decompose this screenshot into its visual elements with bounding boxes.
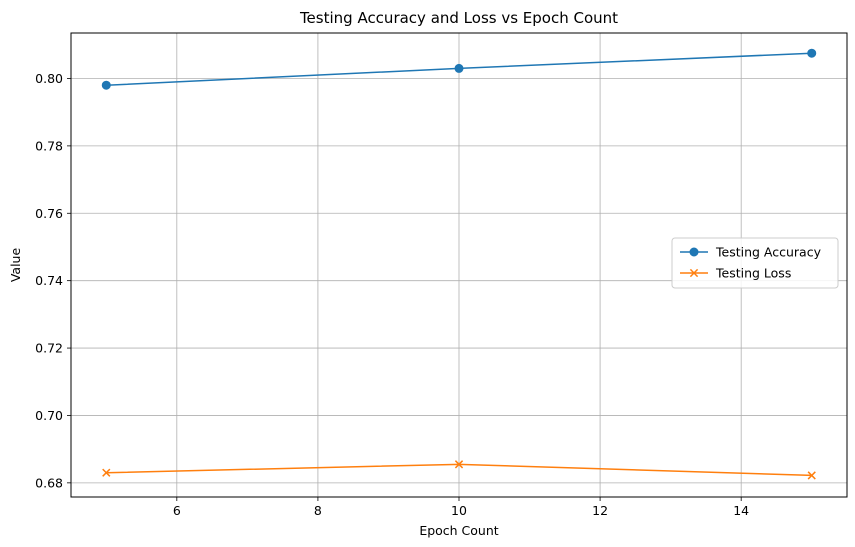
x-tick-label: 12 <box>592 503 608 518</box>
x-tick-label: 10 <box>451 503 467 518</box>
legend-label: Testing Loss <box>715 266 791 281</box>
x-marker-stroke <box>689 268 699 278</box>
x-marker-stroke <box>807 471 816 480</box>
testing-accuracy-point <box>454 63 464 73</box>
series-layer <box>101 48 817 480</box>
x-marker-stroke <box>454 460 464 469</box>
x-tick-label: 8 <box>314 503 322 518</box>
y-tick-label: 0.72 <box>35 341 63 356</box>
legend-swatch-marker <box>689 268 699 278</box>
legend-item-testing-accuracy: Testing Accuracy <box>680 245 822 260</box>
series-testing-accuracy <box>101 48 817 90</box>
x-marker-stroke <box>102 468 111 477</box>
y-tick-label: 0.78 <box>35 138 63 153</box>
testing-loss-point <box>102 468 111 477</box>
y-tick-label: 0.68 <box>35 475 63 490</box>
legend: Testing Accuracy Testing Loss <box>671 237 839 289</box>
testing-loss-point <box>807 471 816 480</box>
testing-accuracy-point <box>101 80 111 90</box>
testing-accuracy-point <box>807 48 817 58</box>
legend-box <box>671 237 839 289</box>
legend-swatch-marker <box>689 247 699 257</box>
legend-label: Testing Accuracy <box>715 245 822 260</box>
y-axis-label: Value <box>8 248 23 283</box>
x-axis-label: Epoch Count <box>419 523 498 538</box>
x-tick-label: 6 <box>173 503 181 518</box>
y-tick-label: 0.70 <box>35 408 63 423</box>
y-tick-label: 0.74 <box>35 273 63 288</box>
series-testing-loss <box>102 460 816 480</box>
y-tick-label: 0.76 <box>35 206 63 221</box>
testing-loss-point <box>454 460 464 469</box>
ticks: 6 8 10 12 14 0.68 0.70 0.72 0.74 0.76 0.78 0.80 <box>35 71 749 518</box>
y-tick-label: 0.80 <box>35 71 63 86</box>
x-tick-label: 14 <box>733 503 749 518</box>
chart-title: Testing Accuracy and Loss vs Epoch Count <box>299 9 618 27</box>
legend-item-testing-loss: Testing Loss <box>680 266 791 281</box>
grid <box>71 33 847 497</box>
